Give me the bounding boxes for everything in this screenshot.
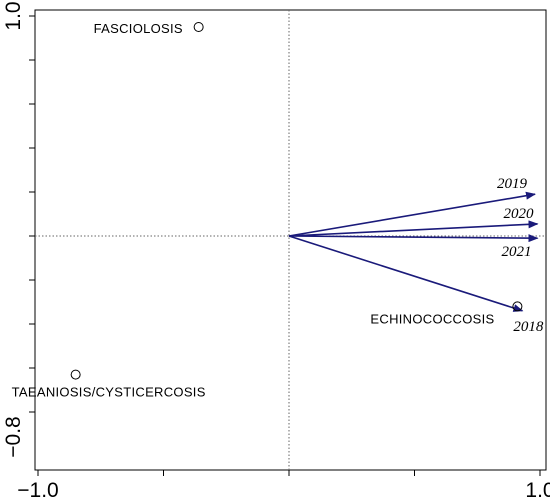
vector-label-2019: 2019: [497, 176, 527, 192]
point-label: ECHINOCOCCOSIS: [370, 311, 494, 326]
point-marker: [512, 301, 523, 312]
point-marker: [193, 22, 204, 32]
point-label: FASCIOLOSIS: [94, 21, 183, 36]
vector-label-2021: 2021: [501, 244, 531, 260]
x-tick-label: −1.0: [17, 479, 58, 502]
vector-label-2018: 2018: [513, 319, 544, 335]
y-tick-label: −0.8: [2, 416, 25, 457]
vector-arrow-2019: [288, 191, 536, 237]
point-marker: [70, 369, 81, 380]
plot-frame: [34, 9, 547, 471]
vector-arrow-2018: [288, 235, 524, 312]
vector-label-2020: 2020: [503, 206, 534, 222]
vector-arrow-2020: [288, 220, 539, 237]
y-tick-label: 1.0: [2, 1, 25, 30]
vector-arrow-2021: [288, 234, 539, 243]
x-tick-label: 1.0: [525, 479, 550, 502]
point-label: TAEANIOSIS/CYSTICERCOSIS: [12, 385, 206, 400]
